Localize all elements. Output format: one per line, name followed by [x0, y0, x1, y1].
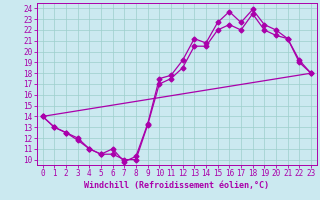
X-axis label: Windchill (Refroidissement éolien,°C): Windchill (Refroidissement éolien,°C) — [84, 181, 269, 190]
